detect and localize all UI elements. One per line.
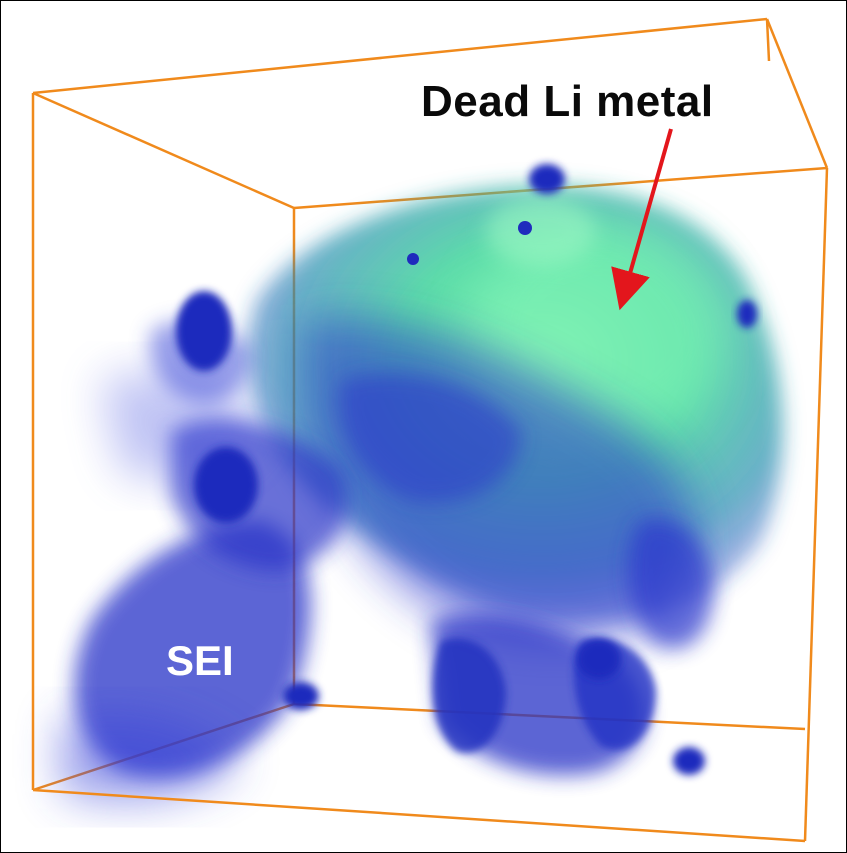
dead-li-metal-label: Dead Li metal: [421, 77, 714, 126]
sei-label: SEI: [166, 637, 234, 684]
sei-region: [61, 317, 713, 801]
sei-nodules: [176, 164, 757, 775]
annotation-arrow: [611, 128, 673, 311]
bounding-box-front-edges: [31, 17, 829, 843]
